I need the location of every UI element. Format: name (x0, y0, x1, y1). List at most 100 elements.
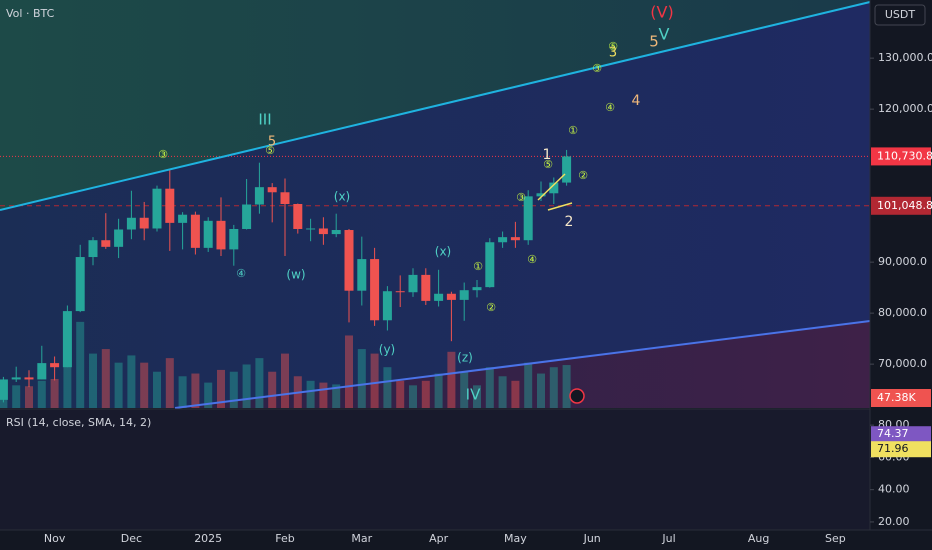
volume-bar (281, 353, 289, 408)
candle-body (62, 311, 72, 368)
volume-bar (50, 378, 59, 408)
rsi-badge (871, 426, 931, 443)
candle-body (536, 193, 546, 197)
volume-bar (524, 362, 533, 408)
volume-bar (421, 380, 430, 408)
wave-label: ① (473, 260, 483, 273)
volume-bar (25, 386, 33, 408)
candle-body (331, 230, 341, 235)
candle-body (11, 377, 21, 380)
wave-label: (x) (334, 190, 350, 204)
candle-body (562, 156, 572, 183)
wave-label: ③ (158, 148, 168, 161)
volume-bar (447, 351, 456, 408)
wave-label: (V) (650, 3, 673, 22)
candle-body (306, 228, 316, 230)
volume-bar (153, 371, 161, 408)
candle-body (459, 290, 469, 300)
volume-bar (76, 321, 85, 408)
wave-label: (x) (435, 245, 451, 259)
volume-badge-label: 47.38K (877, 391, 916, 404)
upper-channel (0, 1, 871, 211)
candle-body (229, 228, 239, 250)
candle-body (165, 188, 175, 223)
candle-body (472, 287, 482, 291)
event-icon[interactable] (569, 388, 585, 404)
wave-label: (z) (457, 351, 473, 365)
candle-body (139, 217, 149, 229)
candle-body (50, 363, 60, 368)
volume-bar (537, 373, 545, 408)
candle-body (549, 182, 559, 194)
wave-label: 1 (543, 147, 552, 163)
x-tick-label: Mar (351, 532, 372, 545)
x-tick-label: Sep (825, 532, 846, 545)
x-tick-label: May (504, 532, 527, 545)
volume-bar (409, 385, 417, 408)
candle-body (0, 379, 8, 400)
price-badge (871, 196, 931, 215)
wave-label: ③ (592, 62, 602, 75)
x-tick-label: Apr (429, 532, 449, 545)
volume-bar (562, 365, 571, 408)
volume-bar (332, 384, 341, 408)
y-tick-label: 120,000.0 (878, 102, 932, 115)
wave-label: ⑤ (265, 144, 275, 157)
volume-bar (140, 362, 149, 408)
volume-bar (370, 353, 379, 408)
volume-bar (460, 371, 469, 408)
candle-body (267, 187, 277, 193)
candle-body (357, 259, 367, 291)
x-tick-label: Aug (748, 532, 769, 545)
volume-bar (37, 380, 46, 408)
x-tick-label: Dec (121, 532, 142, 545)
volume-bar (473, 385, 481, 408)
volume-bar (319, 382, 328, 408)
volume-bar (396, 380, 405, 408)
candle-body (344, 230, 354, 291)
x-tick-label: Jul (661, 532, 675, 545)
volume-bar (345, 335, 353, 408)
wave-label: 5 (268, 135, 276, 150)
candle-body (152, 188, 162, 229)
rsi-pane (0, 409, 870, 530)
wave-label: V (659, 25, 670, 44)
wave-label: ⑤ (608, 40, 618, 53)
wave-label: IV (466, 386, 481, 404)
y-tick-label: 90,000.0 (878, 255, 927, 268)
lower-channel (174, 320, 871, 409)
price-axis (870, 0, 932, 550)
wedge-line (537, 173, 566, 201)
volume-bar (242, 364, 251, 408)
candle-body (126, 217, 136, 230)
x-tick-label: Feb (275, 532, 294, 545)
candle-body (498, 237, 508, 243)
volume-bar (204, 382, 213, 408)
wave-label: ③ (516, 191, 526, 204)
candle-body (434, 293, 444, 301)
wedge-line (547, 202, 573, 211)
volume-bar (217, 369, 225, 408)
volume-bar (101, 349, 110, 408)
candle-body (318, 228, 328, 235)
y-tick-label: 80,000.0 (878, 306, 927, 319)
volume-bar (383, 367, 392, 408)
volume-bar (127, 355, 136, 408)
candle-body (216, 220, 226, 250)
volume-bar (357, 349, 366, 408)
candle-body (382, 291, 392, 321)
candle-body (523, 196, 533, 241)
candle-body (242, 204, 252, 229)
volume-bar (485, 367, 494, 408)
candle-body (254, 187, 264, 205)
volume-bar (511, 380, 520, 408)
wave-label: ① (568, 124, 578, 137)
wave-label: III (258, 111, 271, 129)
wave-label: (y) (379, 343, 395, 357)
currency: USDT (885, 8, 916, 21)
y-tick-label: 70,000.0 (878, 357, 927, 370)
rsi-tick-label: 40.00 (878, 483, 910, 496)
price-badge (871, 147, 931, 166)
currency-box[interactable] (874, 4, 926, 26)
